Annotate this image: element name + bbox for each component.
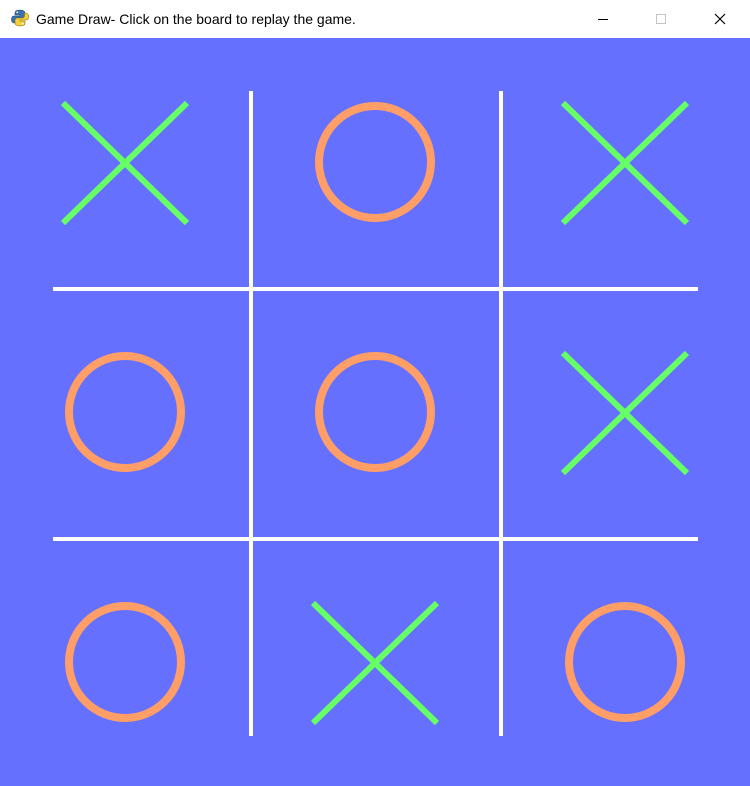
o-mark (315, 102, 435, 222)
board-cell-1-0[interactable] (5, 292, 245, 532)
x-mark-stroke (310, 600, 440, 726)
maximize-icon (656, 14, 666, 24)
window-title: Game Draw- Click on the board to replay … (36, 11, 356, 27)
minimize-button[interactable] (580, 0, 626, 38)
x-mark-stroke (560, 350, 690, 476)
board-cell-2-0[interactable] (5, 542, 245, 782)
board-cell-0-1[interactable] (255, 42, 495, 282)
board-canvas[interactable] (0, 38, 750, 786)
x-mark-stroke (560, 100, 690, 226)
python-snake-icon (11, 9, 29, 27)
o-mark (315, 352, 435, 472)
o-mark (65, 602, 185, 722)
title-bar[interactable]: Game Draw- Click on the board to replay … (0, 0, 750, 38)
close-button[interactable] (697, 0, 743, 38)
maximize-button (638, 0, 684, 38)
o-mark (65, 352, 185, 472)
x-mark-stroke (60, 100, 190, 226)
board-cell-2-2[interactable] (505, 542, 745, 782)
minimize-icon (598, 19, 608, 20)
o-mark (565, 602, 685, 722)
game-board[interactable] (0, 38, 750, 786)
close-icon (714, 13, 726, 25)
board-cell-1-1[interactable] (255, 292, 495, 532)
